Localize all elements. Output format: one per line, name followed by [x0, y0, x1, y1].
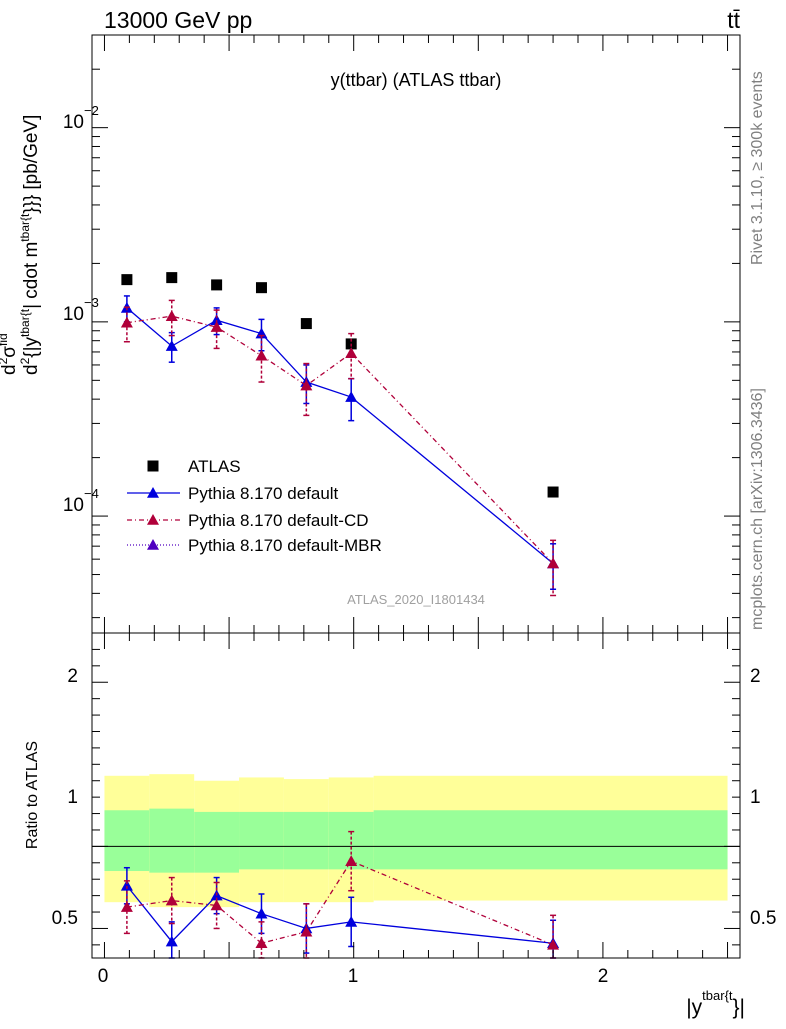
- y-axis-label-numerator: d2σfid: [0, 333, 20, 375]
- process-label: tt̄: [727, 7, 740, 33]
- uncertainty-band-inner: [194, 811, 240, 873]
- uncertainty-band-inner: [283, 811, 329, 870]
- ratio-pythia-default-cd-point: [210, 899, 223, 911]
- x-tick-label: 2: [598, 966, 609, 987]
- pythia-default-point: [345, 391, 358, 402]
- pythia-default-cd-point: [255, 349, 268, 361]
- ratio-pythia-default-cd-point: [165, 894, 178, 906]
- legend-atlas-marker: [147, 460, 159, 472]
- ratio-pythia-default-cd-point: [300, 925, 313, 937]
- upper-panel: y(ttbar) (ATLAS ttbar) ATLAS_2020_I18014…: [0, 34, 741, 634]
- legend: ATLAS Pythia 8.170 default Pythia 8.170 de…: [127, 457, 382, 555]
- atlas-data-point: [166, 272, 178, 284]
- rivet-version-label: Rivet 3.1.10, ≥ 300k events: [749, 71, 766, 265]
- pythia-default-cd-point: [345, 347, 358, 358]
- ratio-pythia-default-point: [345, 915, 358, 927]
- y-axis-label-text: d2{|ytbar{t| cdot mtbar{t}}}[pb/GeV]: [18, 115, 42, 375]
- x-ticklabels: 0 1 2: [98, 966, 609, 987]
- ratio-pythia-default-point: [165, 935, 178, 947]
- pythia-default-cd-point: [165, 310, 178, 321]
- energy-label: 13000 GeV pp: [104, 7, 252, 33]
- uncertainty-band-inner: [149, 808, 195, 873]
- y-tick-label-exp: −2: [84, 103, 99, 118]
- mcplots-label: mcplots.cern.ch [arXiv:1306.3436]: [749, 388, 766, 630]
- ratio-pythia-default-cd-point: [120, 901, 133, 912]
- uncertainty-band-inner: [373, 810, 728, 870]
- y-tick-label-exp: −3: [84, 295, 99, 310]
- uncertainty-band-inner: [104, 810, 150, 872]
- legend-label: Pythia 8.170 default-CD: [188, 511, 369, 530]
- pythia-default-cd-point: [300, 379, 313, 391]
- upper-y-axis-label: d2{|ytbar{t| cdot mtbar{t}}}[pb/GeV] d2σ…: [0, 115, 42, 375]
- ratio-tick-label-right: 1: [750, 787, 761, 808]
- y-tick-label-base: 10: [63, 112, 84, 133]
- y-tick-label-exp: −4: [84, 486, 99, 501]
- legend-label: ATLAS: [188, 457, 241, 476]
- ratio-pythia-default-cd-point: [547, 938, 560, 950]
- ratio-pythia-default-cd-point: [345, 855, 358, 866]
- x-tick-label: 1: [348, 966, 359, 987]
- pythia-default-cd-point: [120, 316, 133, 328]
- ratio-y-axis-label: Ratio to ATLAS: [24, 741, 41, 849]
- ratio-pythia-default-point: [255, 907, 268, 919]
- ratio-tick-label-right: 0.5: [750, 908, 776, 929]
- lower-y-ticklabels: 0.5 1 2 0.5 1 2: [52, 666, 777, 929]
- x-axis-label: |ytbar{t}|: [686, 988, 745, 1019]
- lower-frame: [91, 632, 741, 959]
- ratio-pythia-default-point: [120, 879, 133, 891]
- uncertainty-band-inner: [239, 811, 284, 870]
- legend-label: Pythia 8.170 default: [188, 484, 339, 503]
- atlas-data-point: [121, 274, 133, 286]
- ratio-tick-label-left: 1: [67, 787, 78, 808]
- analysis-watermark: ATLAS_2020_I1801434: [347, 592, 485, 607]
- x-tick-label: 0: [98, 966, 109, 987]
- lower-panel: 0.5 1 2 0.5 1 2 0 1 2 Ratio to ATLAS |yt…: [24, 632, 777, 1019]
- pythia-default-cd-point: [210, 321, 223, 332]
- legend-marker-2: [147, 514, 159, 525]
- atlas-data-point: [547, 486, 559, 498]
- upper-y-ticklabels: 10 −4 10 −3 10 −2: [63, 103, 99, 516]
- atlas-data-point: [255, 282, 267, 294]
- ratio-tick-label-left: 0.5: [52, 908, 78, 929]
- ratio-pythia-default-cd-point: [255, 937, 268, 949]
- pythia-default-point: [165, 340, 178, 351]
- legend-label: Pythia 8.170 default-MBR: [188, 536, 382, 555]
- atlas-data-point: [300, 318, 312, 330]
- atlas-data-point: [211, 279, 223, 291]
- legend-marker-3: [147, 539, 159, 550]
- ratio-tick-label-left: 2: [67, 666, 78, 687]
- y-tick-label-base: 10: [63, 495, 84, 516]
- pythia-default-point: [210, 314, 223, 325]
- pythia-default-cd-point: [547, 557, 560, 569]
- plot-title: y(ttbar) (ATLAS ttbar): [331, 70, 502, 90]
- y-tick-label-base: 10: [63, 304, 84, 325]
- ratio-tick-label-right: 2: [750, 666, 761, 687]
- legend-marker-1: [147, 487, 159, 498]
